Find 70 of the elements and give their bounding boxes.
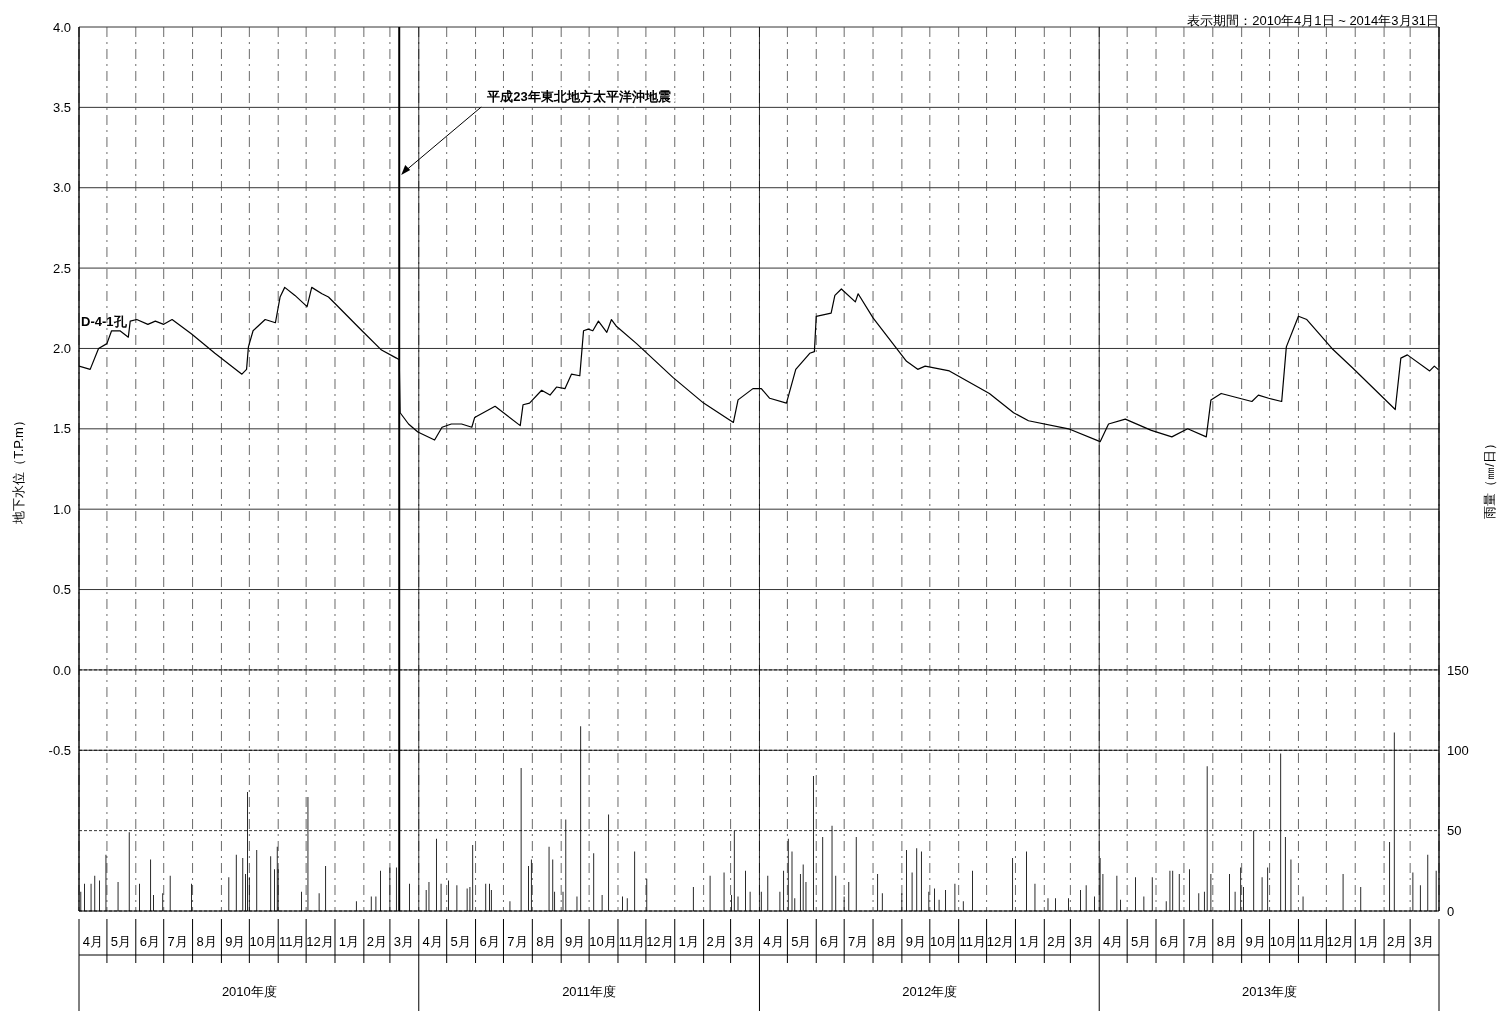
x2-tick-label: 2013年度 xyxy=(1242,984,1298,999)
y-tick-label: 4.0 xyxy=(52,19,71,35)
x-tick-label: 12月 xyxy=(646,934,674,949)
x-tick-label: 7月 xyxy=(167,934,188,949)
y-tick-label: 2.0 xyxy=(52,341,71,357)
x-tick-label: 6月 xyxy=(479,934,500,949)
y-axis-title: 地下水位（T.P.m） xyxy=(10,414,26,525)
x2-tick-label: 2011年度 xyxy=(562,984,617,999)
x-tick-label: 4月 xyxy=(422,934,443,949)
x-tick-label: 5月 xyxy=(110,934,132,949)
y-tick-label: -0.5 xyxy=(48,742,71,758)
x-tick-label: 2月 xyxy=(366,934,387,949)
x-tick-label: 12月 xyxy=(306,934,334,949)
x-tick-label: 4月 xyxy=(1103,934,1124,949)
x-tick-label: 12月 xyxy=(1326,934,1355,949)
x-tick-label: 5月 xyxy=(1131,934,1152,949)
x-tick-label: 11月 xyxy=(959,934,986,949)
x-tick-label: 10月 xyxy=(589,934,617,949)
x-tick-label: 8月 xyxy=(536,934,557,949)
x-tick-label: 8月 xyxy=(1216,934,1237,949)
x-tick-label: 7月 xyxy=(507,934,528,949)
y-tick-label: 1.0 xyxy=(52,501,71,517)
x-tick-label: 3月 xyxy=(1413,934,1435,949)
x-tick-label: 3月 xyxy=(734,934,755,949)
x-tick-label: 11月 xyxy=(1299,934,1326,949)
y-tick-label: 0.0 xyxy=(52,662,71,678)
x-tick-label: 4月 xyxy=(763,934,784,949)
x-tick-label: 9月 xyxy=(905,934,926,949)
x-tick-label: 1月 xyxy=(678,934,699,949)
y-tick-label: 2.5 xyxy=(52,260,71,276)
x2-tick-label: 2012年度 xyxy=(902,984,958,999)
x-tick-label: 2月 xyxy=(1386,934,1408,949)
y2-tick-label: 0 xyxy=(1447,903,1455,919)
x-tick-label: 1月 xyxy=(1019,934,1040,949)
x-tick-label: 5月 xyxy=(450,934,471,949)
x-tick-label: 8月 xyxy=(196,934,217,949)
x-tick-label: 10月 xyxy=(930,934,958,949)
x-tick-label: 6月 xyxy=(139,934,160,949)
series-label: D-4-1孔 xyxy=(81,314,128,330)
x-tick-label: 3月 xyxy=(1074,934,1095,949)
y2-tick-label: 100 xyxy=(1447,742,1469,758)
x-tick-label: 6月 xyxy=(820,934,841,949)
x-tick-label: 7月 xyxy=(1187,934,1209,949)
x-tick-label: 9月 xyxy=(565,934,586,949)
x-tick-label: 12月 xyxy=(986,934,1015,949)
annotation: 表示期間：2010年4月1日 ~ 2014年3月31日 xyxy=(1187,12,1439,30)
y2-tick-label: 150 xyxy=(1447,662,1469,678)
x-tick-label: 3月 xyxy=(393,934,414,949)
x-tick-label: 5月 xyxy=(791,934,812,949)
x-tick-label: 2月 xyxy=(706,934,727,949)
y-tick-label: 1.5 xyxy=(52,421,71,437)
y-tick-label: 3.5 xyxy=(52,99,71,115)
x-tick-label: 9月 xyxy=(225,934,246,949)
x-tick-label: 8月 xyxy=(876,934,898,949)
x-tick-label: 11月 xyxy=(278,934,306,949)
y2-tick-label: 50 xyxy=(1447,823,1462,839)
x-tick-label: 10月 xyxy=(1269,934,1298,949)
x-tick-label: 6月 xyxy=(1159,934,1181,949)
x-tick-label: 4月 xyxy=(82,934,104,949)
x2-tick-label: 2010年度 xyxy=(221,984,277,999)
x-tick-label: 10月 xyxy=(249,934,278,949)
y-tick-label: 3.0 xyxy=(52,180,71,196)
x-tick-label: 1月 xyxy=(338,934,360,949)
x-tick-label: 11月 xyxy=(618,934,646,949)
x-tick-label: 7月 xyxy=(848,934,869,949)
y-tick-label: 0.5 xyxy=(52,582,71,598)
y2-axis-title: 雨量（㎜/日） xyxy=(1481,437,1497,519)
x-tick-label: 2月 xyxy=(1047,934,1068,949)
x-tick-label: 1月 xyxy=(1359,934,1380,949)
x-tick-label: 9月 xyxy=(1245,934,1266,949)
